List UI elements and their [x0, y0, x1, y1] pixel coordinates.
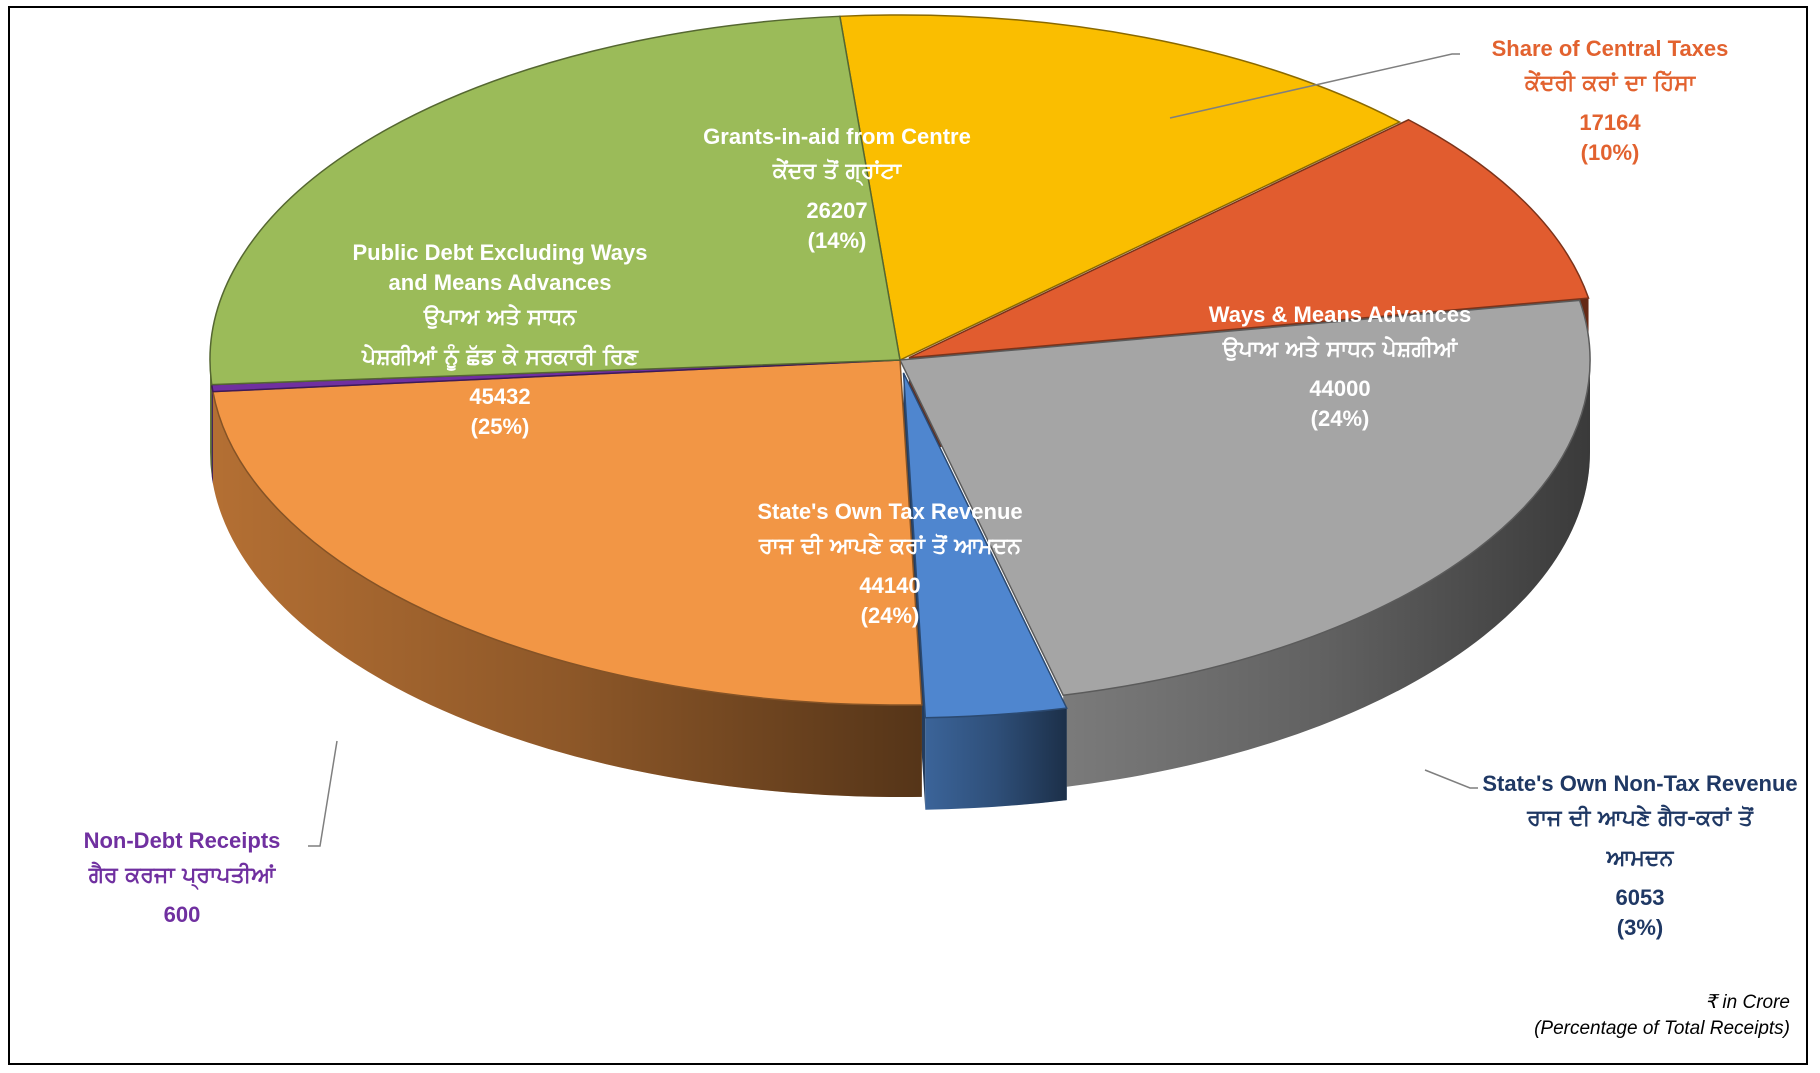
label-non-tax-pa-2: ਆਮਦਨ: [1606, 846, 1674, 871]
pie-slice-public_debt: [209, 15, 901, 386]
label-central-taxes: Share of Central Taxes ਕੇਂਦਰੀ ਕਰਾਂ ਦਾ ਹਿ…: [1455, 34, 1765, 168]
label-non-tax-pa-1: ਰਾਜ ਦੀ ਆਪਣੇ ਗੈਰ-ਕਰਾਂ ਤੋਂ: [1527, 806, 1753, 831]
label-public-debt-pa-2: ਪੇਸ਼ਗੀਆਂ ਨੂੰ ਛੱਡ ਕੇ ਸਰਕਾਰੀ ਰਿਣ: [361, 345, 638, 370]
label-ways-means-en: Ways & Means Advances: [1208, 302, 1472, 327]
label-ways-means: Ways & Means Advances ਉਪਾਅ ਅਤੇ ਸਾਧਨ ਪੇਸ਼…: [1170, 300, 1510, 434]
pie-slice-ways_means: [898, 299, 1591, 697]
label-public-debt-percent: (25%): [470, 414, 530, 439]
unit-note-currency: ₹ in Crore: [1705, 992, 1790, 1013]
label-non-tax: State's Own Non-Tax Revenue ਰਾਜ ਦੀ ਆਪਣੇ …: [1470, 769, 1810, 943]
unit-note: ₹ in Crore (Percentage of Total Receipts…: [1534, 990, 1790, 1042]
label-grants-value: 26207: [806, 198, 868, 223]
pie-side-shade-own_tax: [212, 391, 922, 797]
label-central-taxes-en: Share of Central Taxes: [1491, 36, 1729, 61]
label-grants-en: Grants-in-aid from Centre: [703, 124, 971, 149]
label-public-debt: Public Debt Excluding Ways and Means Adv…: [320, 238, 680, 442]
label-grants-percent: (14%): [807, 228, 867, 253]
label-non-tax-value: 6053: [1615, 885, 1665, 910]
pie-side-shade-ways_means: [1063, 360, 1591, 788]
label-public-debt-pa-1: ਉਪਾਅ ਅਤੇ ਸਾਧਨ: [423, 305, 577, 330]
leader-line-central_taxes: [1169, 53, 1460, 119]
leader-lines: [308, 53, 1478, 847]
label-own-tax-pa: ਰਾਜ ਦੀ ਆਪਣੇ ਕਰਾਂ ਤੋਂ ਆਮਦਨ: [759, 534, 1021, 559]
pie-side-shade-non_debt: [211, 384, 213, 484]
label-own-tax: State's Own Tax Revenue ਰਾਜ ਦੀ ਆਪਣੇ ਕਰਾਂ…: [720, 497, 1060, 631]
label-ways-means-value: 44000: [1309, 376, 1371, 401]
label-non-debt-value: 600: [163, 902, 201, 927]
label-non-debt-pa: ਗੈਰ ਕਰਜਾ ਪ੍ਰਾਪਤੀਆਂ: [88, 863, 276, 888]
label-public-debt-en-1: Public Debt Excluding Ways: [352, 240, 648, 265]
label-public-debt-en-2: and Means Advances: [388, 270, 612, 295]
label-non-tax-percent: (3%): [1616, 915, 1664, 940]
label-own-tax-en: State's Own Tax Revenue: [757, 499, 1023, 524]
label-grants: Grants-in-aid from Centre ਕੇਂਦਰ ਤੋਂ ਗ੍ਰਾ…: [692, 122, 982, 256]
pie-slice-own_tax: [212, 359, 923, 706]
label-grants-pa: ਕੇਂਦਰ ਤੋਂ ਗ੍ਰਾਂਟਾ: [772, 159, 902, 184]
pie-slice-central_taxes: [908, 118, 1590, 359]
label-ways-means-pa: ਉਪਾਅ ਅਤੇ ਸਾਧਨ ਪੇਸ਼ਗੀਆਂ: [1222, 337, 1458, 362]
label-non-debt: Non-Debt Receipts ਗੈਰ ਕਰਜਾ ਪ੍ਰਾਪਤੀਆਂ 600: [62, 826, 302, 930]
label-own-tax-percent: (24%): [860, 603, 920, 628]
unit-note-percentage: (Percentage of Total Receipts): [1534, 1018, 1790, 1039]
label-public-debt-value: 45432: [469, 384, 531, 409]
label-central-taxes-pa: ਕੇਂਦਰੀ ਕਰਾਂ ਦਾ ਹਿੱਸਾ: [1524, 71, 1696, 96]
label-non-tax-en: State's Own Non-Tax Revenue: [1482, 771, 1798, 796]
label-non-debt-en: Non-Debt Receipts: [83, 828, 281, 853]
leader-line-non_tax: [1424, 769, 1478, 789]
label-ways-means-percent: (24%): [1310, 406, 1370, 431]
label-own-tax-value: 44140: [859, 573, 921, 598]
pie-side-shade-non_tax: [925, 708, 1067, 810]
pie-slice-non_tax: [902, 372, 1068, 719]
label-central-taxes-value: 17164: [1579, 110, 1641, 135]
pie-side-shade-public_debt: [210, 360, 212, 477]
label-central-taxes-percent: (10%): [1580, 140, 1640, 165]
leader-line-non_debt: [308, 740, 338, 847]
pie-slice-grants: [838, 14, 1402, 362]
pie-top-faces: [209, 14, 1591, 719]
